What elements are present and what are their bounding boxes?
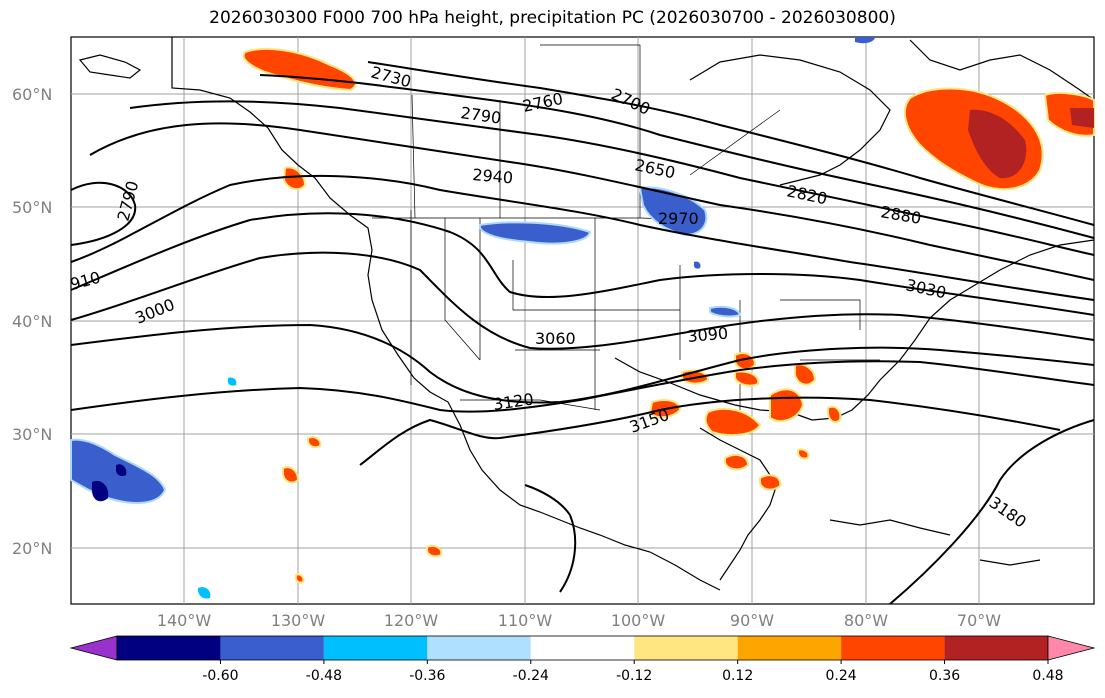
colorbar-tick-label: -0.48 xyxy=(306,668,342,684)
height-contours xyxy=(70,61,1095,605)
colorbar-segment xyxy=(530,636,635,660)
lon-tick-label: 140°W xyxy=(157,611,212,630)
lon-tick-label: 100°W xyxy=(611,611,666,630)
latitude-axis: 60°N 50°N 40°N 30°N 20°N xyxy=(12,85,52,558)
colorbar-segment xyxy=(737,636,842,660)
map-title: 2026030300 F000 700 hPa height, precipit… xyxy=(209,8,896,28)
colorbar-segment xyxy=(117,636,221,660)
contour-label: 2970 xyxy=(658,209,699,228)
borders xyxy=(372,44,880,411)
contour-label: 3090 xyxy=(687,324,729,346)
colorbar-tick-label: 0.24 xyxy=(826,668,857,684)
colorbar-segments xyxy=(69,635,1096,661)
lat-tick-label: 60°N xyxy=(12,85,52,104)
colorbar-labels: -0.60 -0.48 -0.36 -0.24 -0.12 0.12 0.24 0.36 0.4… xyxy=(202,660,1064,684)
colorbar: -0.60 -0.48 -0.36 -0.24 -0.12 0.12 0.24 0.36 0.4… xyxy=(69,635,1096,684)
colorbar-tick-label: -0.24 xyxy=(513,668,549,684)
lon-tick-label: 130°W xyxy=(271,611,326,630)
colorbar-segment xyxy=(944,636,1048,660)
lon-tick-label: 70°W xyxy=(957,611,1001,630)
lon-tick-label: 80°W xyxy=(844,611,888,630)
colorbar-segment xyxy=(634,636,738,660)
colorbar-extend-max xyxy=(1047,635,1096,661)
colorbar-segment xyxy=(323,636,428,660)
colorbar-tick-label: -0.60 xyxy=(202,668,238,684)
colorbar-segment xyxy=(220,636,324,660)
contour-label: 2940 xyxy=(472,165,514,187)
contour-label: 3060 xyxy=(535,329,576,348)
colorbar-segment xyxy=(841,636,945,660)
lat-tick-label: 20°N xyxy=(12,539,52,558)
lon-tick-label: 90°W xyxy=(730,611,774,630)
colorbar-tick-label: 0.48 xyxy=(1032,668,1063,684)
colorbar-extend-min xyxy=(69,635,118,661)
lon-tick-label: 120°W xyxy=(384,611,439,630)
map-panel: 2730 2700 2760 2790 2790 2650 2940 2820 … xyxy=(68,36,1095,605)
colorbar-tick-label: -0.12 xyxy=(616,668,652,684)
precip-negative-patches xyxy=(70,37,875,599)
coastlines xyxy=(78,37,1095,591)
colorbar-tick-label: -0.36 xyxy=(409,668,445,684)
lat-tick-label: 30°N xyxy=(12,425,52,444)
colorbar-tick-label: 0.12 xyxy=(722,668,753,684)
lat-tick-label: 50°N xyxy=(12,198,52,217)
colorbar-segment xyxy=(427,636,531,660)
colorbar-tick-label: 0.36 xyxy=(929,668,960,684)
lon-tick-label: 110°W xyxy=(498,611,553,630)
lat-tick-label: 40°N xyxy=(12,312,52,331)
longitude-axis: 140°W 130°W 120°W 110°W 100°W 90°W 80°W … xyxy=(157,611,1001,630)
